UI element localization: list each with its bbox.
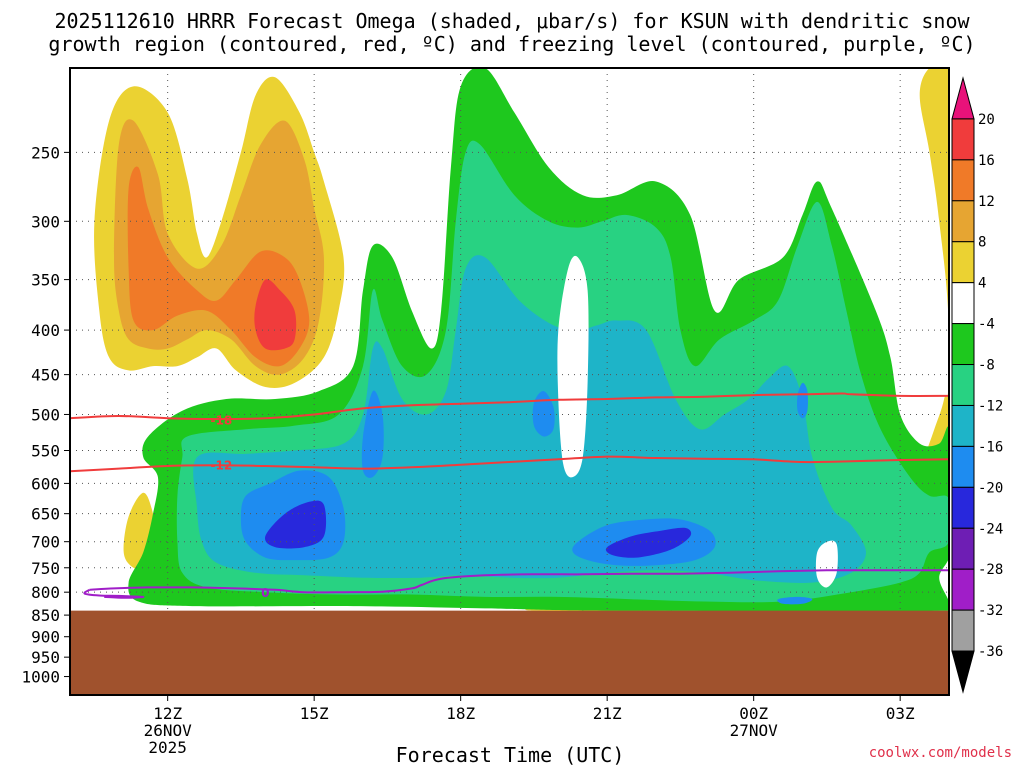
x-tick-label: 21Z [593,704,622,723]
colorbar-swatch [951,364,975,406]
colorbar-level-label: 12 [978,194,995,210]
dgz-contour-0 [70,392,949,421]
x-tick-label: 03Z [886,704,915,723]
axes: 250 300 350 400 450 500 550 600 650 700 750 800 850 9… [21,67,950,757]
freezing-contour-1 [83,588,145,599]
colorbar-swatch [951,486,975,529]
y-tick-label: 750 [31,559,60,578]
colorbar-swatch [951,568,975,611]
colorbar-swatch [951,76,975,120]
y-tick-label: 800 [31,583,60,602]
colorbar-level-label: -8 [978,358,995,374]
colorbar-swatch [951,200,975,243]
colorbar-level-label: -28 [978,562,1003,578]
colorbar-level-label: -20 [978,480,1003,496]
colorbar-level-label: 16 [978,153,995,169]
colorbar: 20 16 12 8 4 -4 -8 -12 -16 -20 -24 -28 -32 -36 [951,76,1003,694]
colorbar-level-label: -12 [978,398,1003,414]
y-tick-label: 250 [31,143,60,162]
x-tick-label: 18Z [446,704,475,723]
colorbar-level-label: 8 [978,235,986,251]
chart-title-line2: growth region (contoured, red, ºC) and f… [48,32,975,56]
omega-hole-1 [815,540,838,588]
colorbar-swatch [951,650,975,694]
colorbar-level-label: -4 [978,317,995,333]
colorbar-swatch [951,527,975,570]
y-tick-label: 600 [31,474,60,493]
colorbar-swatch [951,282,975,325]
plot-area: -18 -12 0 [70,68,949,695]
dgz-contour-0-label: -18 [211,413,233,427]
dgz-contour-1-label: -12 [211,458,233,472]
x-tick-label: 15Z [300,704,329,723]
omega-hole-0 [557,255,589,478]
terrain-below-ground [70,610,949,695]
x-tick-label: 27NOV [730,721,779,740]
x-tick-label: 12Z [153,704,182,723]
y-tick-label: 500 [31,405,60,424]
omega-region-15 [777,596,813,605]
omega-region-13 [532,391,555,437]
colorbar-level-label: 4 [978,276,986,292]
x-tick-label: 00Z [739,704,768,723]
y-tick-label: 850 [31,606,60,625]
colorbar-swatch [951,241,975,284]
grid-lines [70,68,949,611]
y-tick-label: 700 [31,533,60,552]
colorbar-level-label: -24 [978,521,1003,537]
dgz-contour-1 [70,455,949,473]
y-tick-label: 550 [31,442,60,461]
omega-region-12 [361,390,384,478]
plot-frame [69,67,950,696]
colorbar-swatch [951,445,975,488]
colorbar-level-label: -32 [978,603,1003,619]
omega-region-16 [264,500,327,549]
colorbar-swatch [951,118,975,161]
colorbar-swatch [951,404,975,447]
colorbar-swatch [951,159,975,202]
y-tick-label: 450 [31,366,60,385]
x-tick-label: 2025 [148,738,187,757]
y-tick-label: 650 [31,505,60,524]
omega-region-14 [797,382,808,419]
colorbar-level-label: 20 [978,112,995,128]
freezing-contour-0 [89,569,949,594]
credit-label: coolwx.com/models [869,745,1012,761]
y-tick-label: 900 [31,628,60,647]
y-tick-label: 1000 [21,668,60,687]
omega-region-17 [605,527,692,558]
colorbar-level-label: -16 [978,439,1003,455]
x-tick-label: 26NOV [144,721,193,740]
omega-region-4 [919,68,949,524]
colorbar-swatch [951,323,975,366]
y-tick-label: 950 [31,648,60,667]
shaded-field: -18 -12 0 [70,68,949,695]
y-tick-label: 300 [31,212,60,231]
colorbar-swatch [951,609,975,652]
omega-region-3 [254,279,297,351]
colorbar-level-label: -36 [978,644,1003,660]
freezing-contour-0-label: 0 [261,586,269,600]
omega-region-9 [193,255,867,583]
x-axis-label: Forecast Time (UTC) [396,743,625,767]
chart-title-line1: 2025112610 HRRR Forecast Omega (shaded, … [54,9,970,33]
y-tick-label: 350 [31,271,60,290]
y-tick-label: 400 [31,321,60,340]
